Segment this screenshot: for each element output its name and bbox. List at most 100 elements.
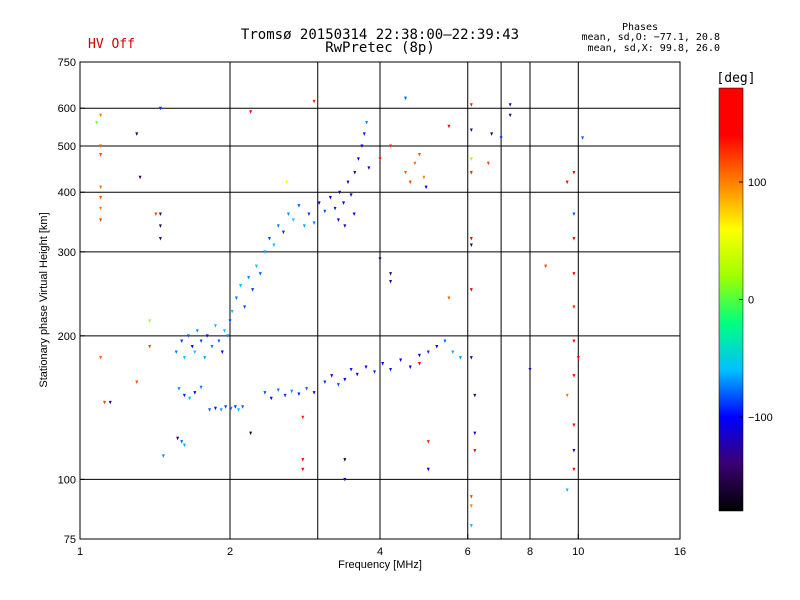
data-point <box>469 356 473 360</box>
data-point <box>301 415 305 420</box>
data-point <box>328 195 332 200</box>
data-point <box>408 365 412 370</box>
data-point <box>338 190 342 195</box>
data-point <box>417 361 421 366</box>
data-point <box>508 113 512 118</box>
data-point <box>220 350 224 354</box>
data-point <box>473 431 477 436</box>
data-point <box>199 385 203 390</box>
data-point <box>267 236 271 241</box>
data-point <box>180 339 184 344</box>
data-point <box>99 152 103 157</box>
data-point <box>158 212 162 217</box>
data-point <box>203 356 207 360</box>
data-point <box>233 405 237 409</box>
data-point <box>378 257 382 261</box>
y-tick-label: 500 <box>58 141 76 153</box>
colorbar-label: [deg] <box>716 71 755 86</box>
hv-status-label: HV Off <box>88 37 135 52</box>
data-point <box>443 339 447 344</box>
data-point <box>424 185 428 190</box>
data-point <box>263 391 267 395</box>
data-point <box>108 400 112 405</box>
data-point <box>572 448 576 453</box>
data-point <box>469 170 473 175</box>
data-point <box>469 243 473 248</box>
data-point <box>138 175 142 180</box>
x-tick-label: 4 <box>377 546 383 558</box>
data-point <box>389 272 393 276</box>
data-point <box>417 152 421 157</box>
data-point <box>343 224 347 228</box>
data-point <box>343 477 347 482</box>
data-point <box>176 436 180 441</box>
data-point <box>458 356 462 360</box>
data-point <box>180 440 184 444</box>
data-point <box>213 406 217 411</box>
data-point <box>249 110 253 114</box>
data-point <box>486 161 490 166</box>
data-point <box>135 132 139 136</box>
x-tick-label: 16 <box>674 546 686 558</box>
data-point <box>208 408 212 412</box>
data-point <box>343 458 347 462</box>
colorbar-tick-label: 0 <box>748 295 754 307</box>
data-point <box>190 344 194 349</box>
phases-o-stats: mean, sd,O: −77.1, 20.8 <box>581 32 720 43</box>
data-point <box>272 243 276 248</box>
data-point <box>154 212 158 217</box>
y-tick-label: 300 <box>58 247 76 259</box>
data-point <box>135 380 139 385</box>
data-point <box>210 344 214 349</box>
data-point <box>362 132 366 136</box>
data-point <box>469 157 473 161</box>
x-tick-label: 2 <box>227 546 233 558</box>
data-point <box>174 350 178 354</box>
data-point <box>572 339 576 344</box>
data-point <box>336 218 340 222</box>
data-point <box>182 356 186 360</box>
data-point <box>572 170 576 175</box>
chart-subtitle: RwPretec (8p) <box>325 40 435 56</box>
data-point <box>572 272 576 276</box>
data-point <box>576 356 580 360</box>
data-point <box>333 206 337 211</box>
data-point <box>365 121 369 125</box>
data-point <box>323 380 327 385</box>
data-point <box>177 387 181 391</box>
data-point <box>447 124 451 129</box>
colorbar-tick-label: −100 <box>748 412 773 424</box>
data-point <box>254 264 258 269</box>
data-point <box>346 180 350 185</box>
data-point <box>356 157 360 161</box>
data-points <box>95 96 585 528</box>
data-point <box>490 132 494 136</box>
data-point <box>403 96 407 101</box>
data-point <box>229 406 233 411</box>
data-point <box>305 387 309 391</box>
data-point <box>399 358 403 362</box>
data-point <box>469 128 473 133</box>
phases-title: Phases <box>621 22 659 33</box>
data-point <box>528 367 532 372</box>
data-point <box>188 396 192 401</box>
data-point <box>317 201 321 205</box>
y-tick-label: 200 <box>58 331 76 343</box>
data-point <box>223 329 227 333</box>
data-point <box>349 367 353 372</box>
y-tick-label: 600 <box>58 103 76 115</box>
data-point <box>161 454 165 458</box>
x-tick-label: 10 <box>572 546 584 558</box>
x-axis: 1 2 4 6 8 10 16 <box>77 534 686 558</box>
colorbar-tick-label: 100 <box>748 177 766 189</box>
data-point <box>99 356 103 360</box>
data-point <box>297 392 301 397</box>
data-point <box>403 170 407 175</box>
data-point <box>353 170 357 175</box>
y-tick-label: 100 <box>58 474 76 486</box>
data-point <box>469 495 473 499</box>
data-point <box>312 221 316 225</box>
data-point <box>99 195 103 200</box>
x-axis-label: Frequency [MHz] <box>338 559 422 571</box>
